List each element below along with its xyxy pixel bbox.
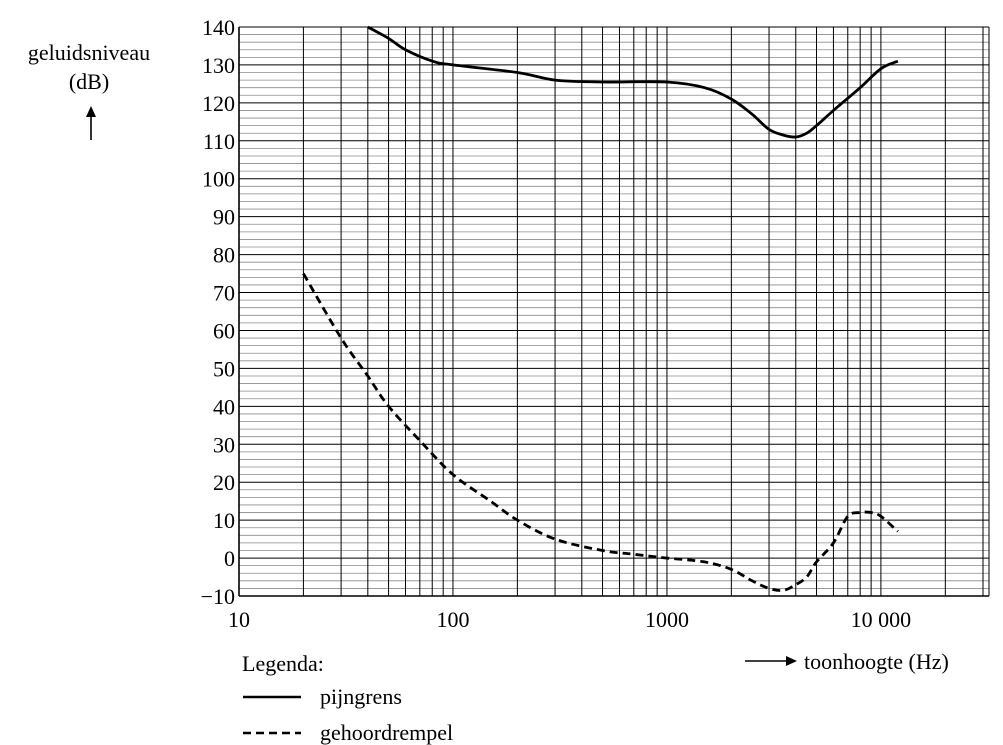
y-tick-label: 40 — [213, 394, 235, 419]
y-tick-label: 110 — [203, 129, 235, 154]
y-tick-label: 140 — [202, 15, 235, 40]
y-tick-label: 0 — [224, 546, 235, 571]
y-tick-label: 90 — [213, 205, 235, 230]
y-axis-arrow-icon — [86, 106, 96, 140]
x-axis-label: toonhoogte (Hz) — [804, 649, 949, 674]
series-line-gehoordrempel — [302, 272, 899, 592]
x-tick-label: 10 — [228, 607, 250, 632]
y-axis-label-line-1: geluidsniveau — [28, 40, 150, 65]
y-tick-label: 100 — [202, 167, 235, 192]
y-tick-label: 20 — [213, 470, 235, 495]
legend-label-gehoordrempel: gehoordrempel — [320, 720, 453, 745]
legend: Legenda: pijngrens gehoordrempel — [242, 651, 453, 745]
series-lines — [302, 25, 899, 592]
x-axis-arrow-icon — [745, 656, 797, 666]
y-tick-label: 120 — [202, 91, 235, 116]
x-tick-label: 10 000 — [851, 607, 912, 632]
y-tick-labels: −10 0 10 20 30 40 50 60 70 80 90 100 110 120 130 140 — [201, 15, 235, 609]
legend-label-pijngrens: pijngrens — [320, 684, 402, 709]
y-tick-label: 80 — [213, 243, 235, 268]
y-tick-label: 130 — [202, 53, 235, 78]
x-tick-label: 1000 — [645, 607, 689, 632]
y-tick-label: 50 — [213, 356, 235, 381]
y-tick-label: −10 — [201, 584, 235, 609]
grid-minor — [239, 34, 989, 589]
y-tick-label: 10 — [213, 508, 235, 533]
y-axis-label-line-2: (dB) — [69, 69, 109, 94]
y-tick-label: 30 — [213, 432, 235, 457]
y-tick-label: 70 — [213, 281, 235, 306]
x-tick-label: 100 — [436, 607, 469, 632]
y-tick-label: 60 — [213, 318, 235, 343]
series-line-pijngrens — [367, 25, 899, 139]
x-tick-labels: 10 100 1000 10 000 — [228, 607, 911, 632]
grid-major — [238, 26, 990, 597]
legend-title: Legenda: — [242, 651, 324, 676]
